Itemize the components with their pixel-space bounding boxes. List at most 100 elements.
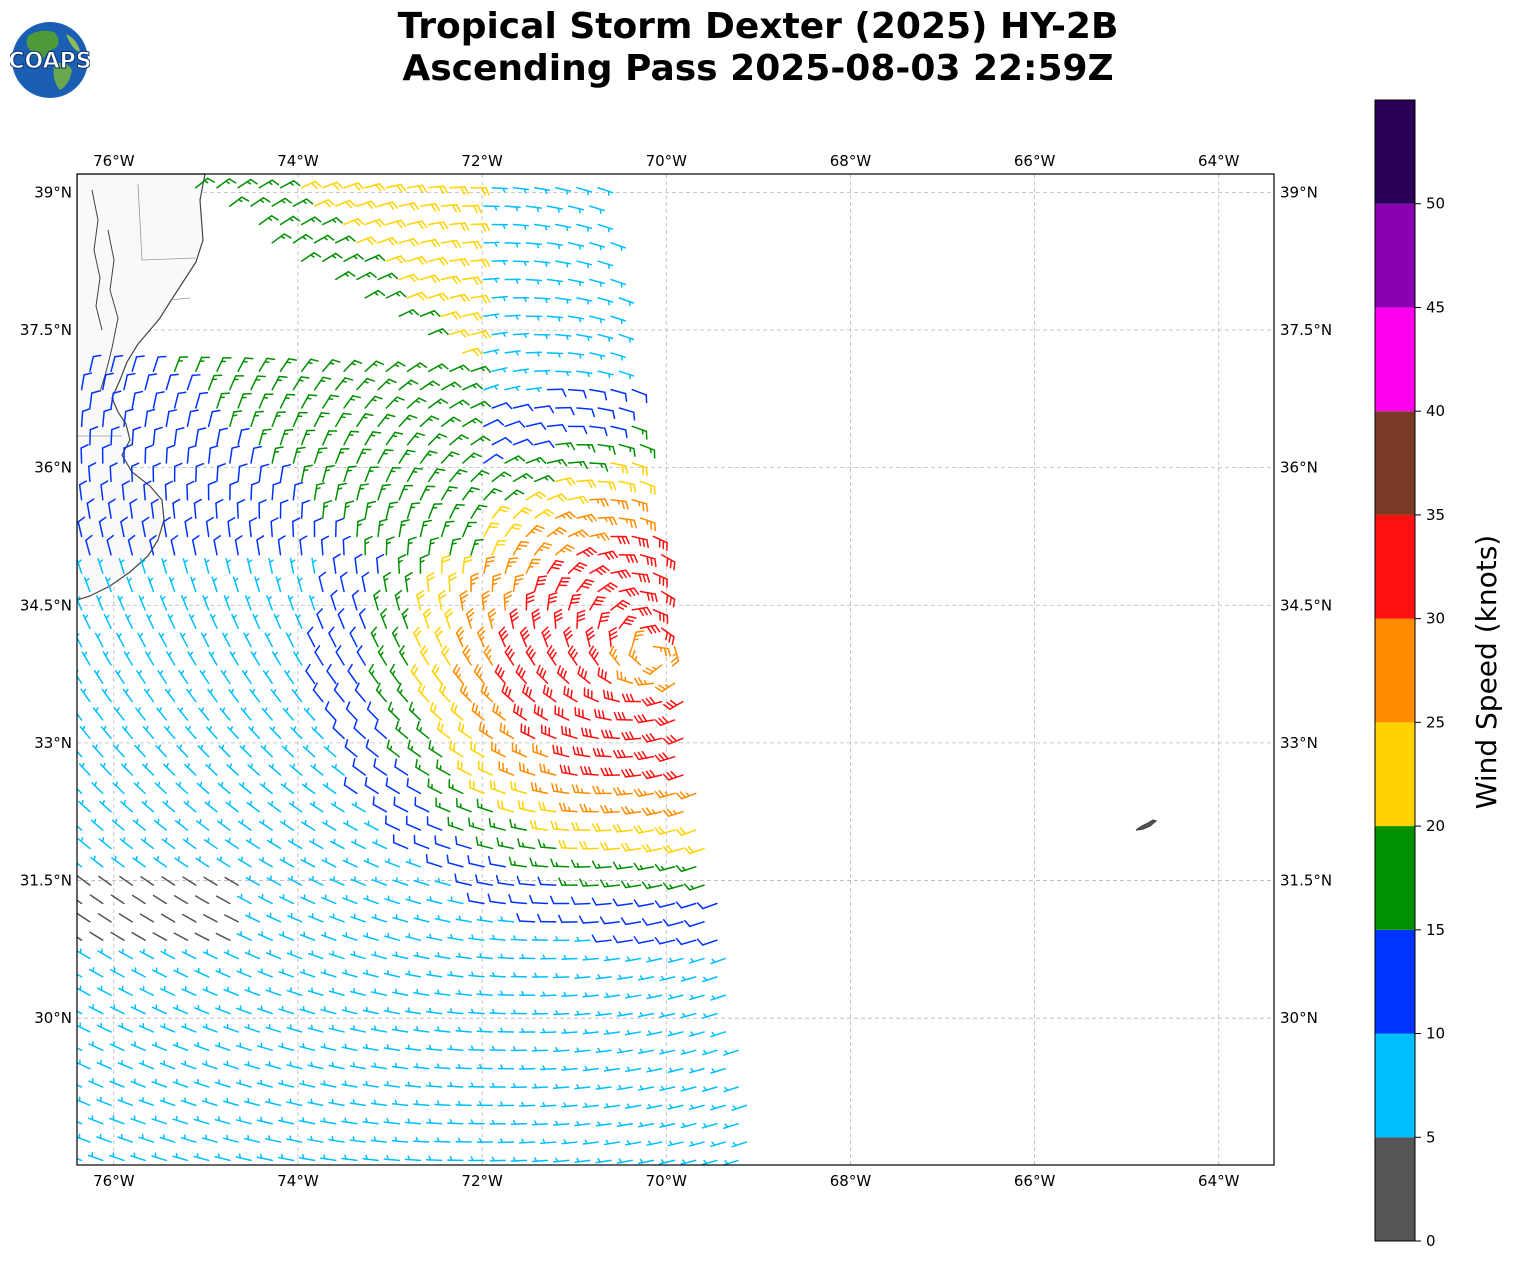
- wind-barb: [307, 950, 324, 960]
- wind-barb: [406, 220, 428, 229]
- wind-barb: [449, 537, 462, 556]
- wind-barb: [591, 860, 612, 869]
- wind-barb: [561, 1102, 578, 1108]
- wind-barb: [470, 470, 490, 483]
- wind-barb: [490, 741, 506, 758]
- wind-barb: [546, 315, 564, 322]
- wind-barb: [533, 542, 553, 556]
- wind-barb: [662, 844, 684, 854]
- wind-barb: [299, 535, 308, 556]
- wind-barb: [364, 289, 386, 299]
- wind-barb: [188, 613, 197, 629]
- wind-barb: [286, 1024, 303, 1033]
- wind-barb: [109, 1152, 125, 1162]
- wind-barb: [181, 1023, 197, 1033]
- wind-barb: [426, 933, 443, 941]
- wind-barb: [220, 670, 231, 685]
- wind-barb: [223, 1060, 239, 1070]
- wind-barb: [197, 744, 210, 758]
- wind-barb: [555, 577, 571, 593]
- wind-barb: [349, 1099, 366, 1107]
- wind-barb: [362, 1154, 379, 1162]
- wind-barb: [185, 725, 197, 740]
- wind-barb: [328, 1098, 345, 1107]
- wind-barb: [423, 608, 432, 629]
- wind-barb: [292, 481, 304, 501]
- wind-barb: [142, 725, 155, 740]
- wind-barb: [356, 483, 369, 501]
- wind-barb: [473, 664, 485, 685]
- wind-barb: [654, 682, 676, 693]
- wind-barb: [193, 1079, 210, 1088]
- map-background: [77, 174, 1274, 1165]
- wind-barb: [287, 912, 303, 923]
- wind-barb: [427, 433, 448, 446]
- wind-barb: [618, 587, 640, 597]
- wind-barb: [483, 556, 496, 574]
- wind-barb: [89, 894, 104, 905]
- wind-barb: [392, 1025, 409, 1033]
- wind-barb: [552, 1083, 570, 1090]
- wind-barb: [499, 722, 515, 740]
- wind-barb: [237, 357, 254, 373]
- wind-barb: [385, 396, 405, 409]
- wind-barb: [567, 529, 589, 538]
- wind-barb: [77, 899, 83, 905]
- wind-barb: [373, 758, 388, 776]
- wind-barb: [491, 437, 513, 446]
- wind-barb: [86, 498, 95, 519]
- wind-barb: [525, 491, 547, 501]
- wind-barb: [100, 480, 109, 501]
- wind-barb: [589, 532, 610, 542]
- wind-barb: [167, 613, 176, 629]
- lon-tick-label-bottom: 68°W: [830, 1172, 872, 1190]
- wind-barb: [520, 723, 536, 740]
- wind-barb: [489, 934, 506, 941]
- wind-barb: [113, 744, 125, 758]
- wind-barb: [257, 1042, 273, 1052]
- wind-barb: [88, 1004, 104, 1015]
- wind-barb: [639, 590, 658, 603]
- wind-barb: [659, 1122, 676, 1128]
- wind-barb: [559, 764, 578, 776]
- wind-barb: [616, 1121, 633, 1128]
- wind-barb: [328, 987, 345, 996]
- wind-barb: [260, 744, 273, 758]
- wind-barb: [476, 1027, 494, 1033]
- wind-barb: [265, 1135, 282, 1143]
- wind-barb: [195, 391, 209, 409]
- wind-barb: [109, 1004, 125, 1015]
- wind-barb: [541, 626, 552, 648]
- wind-barb: [392, 914, 409, 923]
- wind-barb: [589, 352, 606, 360]
- wind-barb: [438, 682, 451, 703]
- wind-barb: [299, 1080, 316, 1088]
- wind-barb: [612, 861, 633, 870]
- wind-barb: [362, 932, 379, 941]
- wind-barb: [121, 725, 133, 740]
- wind-barb: [600, 804, 621, 814]
- logo-text: COAPS: [10, 49, 90, 74]
- wind-barb: [279, 499, 289, 519]
- wind-barb: [162, 516, 171, 538]
- wind-barb: [354, 682, 366, 703]
- wind-barb: [574, 973, 591, 979]
- wind-barb: [258, 499, 267, 519]
- wind-barb: [281, 744, 295, 758]
- wind-barb: [93, 669, 104, 685]
- wind-barb: [364, 254, 386, 262]
- wind-barb: [243, 632, 252, 648]
- wind-barb: [662, 882, 684, 890]
- wind-barb: [300, 857, 316, 868]
- wind-barb: [618, 370, 635, 380]
- wind-barb: [667, 957, 684, 964]
- wind-barb: [370, 988, 388, 996]
- wind-barb: [517, 800, 536, 813]
- wind-barb: [235, 1153, 252, 1162]
- lon-tick-label-bottom: 64°W: [1198, 1172, 1240, 1190]
- wind-barb: [595, 1084, 612, 1090]
- wind-barb: [337, 608, 345, 629]
- wind-barb: [449, 186, 469, 195]
- wind-barb: [300, 894, 316, 905]
- wind-barb: [278, 968, 295, 978]
